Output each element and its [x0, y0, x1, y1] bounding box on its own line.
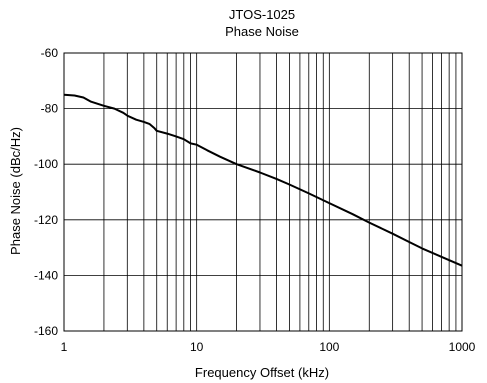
x-tick-label: 1000 — [449, 340, 476, 354]
chart-subtitle: Phase Noise — [225, 24, 299, 39]
x-tick-label: 1 — [61, 340, 68, 354]
y-tick-label: -100 — [34, 157, 58, 171]
grid-layer — [64, 53, 462, 331]
y-tick-label: -160 — [34, 324, 58, 338]
x-axis-title: Frequency Offset (kHz) — [195, 365, 329, 380]
x-tick-label: 100 — [319, 340, 339, 354]
phase-noise-series-line — [63, 93, 463, 267]
y-tick-label: -80 — [41, 102, 59, 116]
x-tick-label: 10 — [190, 340, 204, 354]
tick-label-layer: 1 10 100 1000 -60 -80 -100 -120 -140 -160 — [34, 46, 476, 354]
plot-frame — [63, 52, 463, 332]
y-tick-label: -140 — [34, 268, 58, 282]
y-tick-label: -60 — [41, 46, 59, 60]
y-tick-label: -120 — [34, 213, 58, 227]
chart-title: JTOS-1025 — [229, 7, 295, 22]
series-layer — [63, 93, 463, 267]
y-axis-title: Phase Noise (dBc/Hz) — [8, 127, 23, 255]
